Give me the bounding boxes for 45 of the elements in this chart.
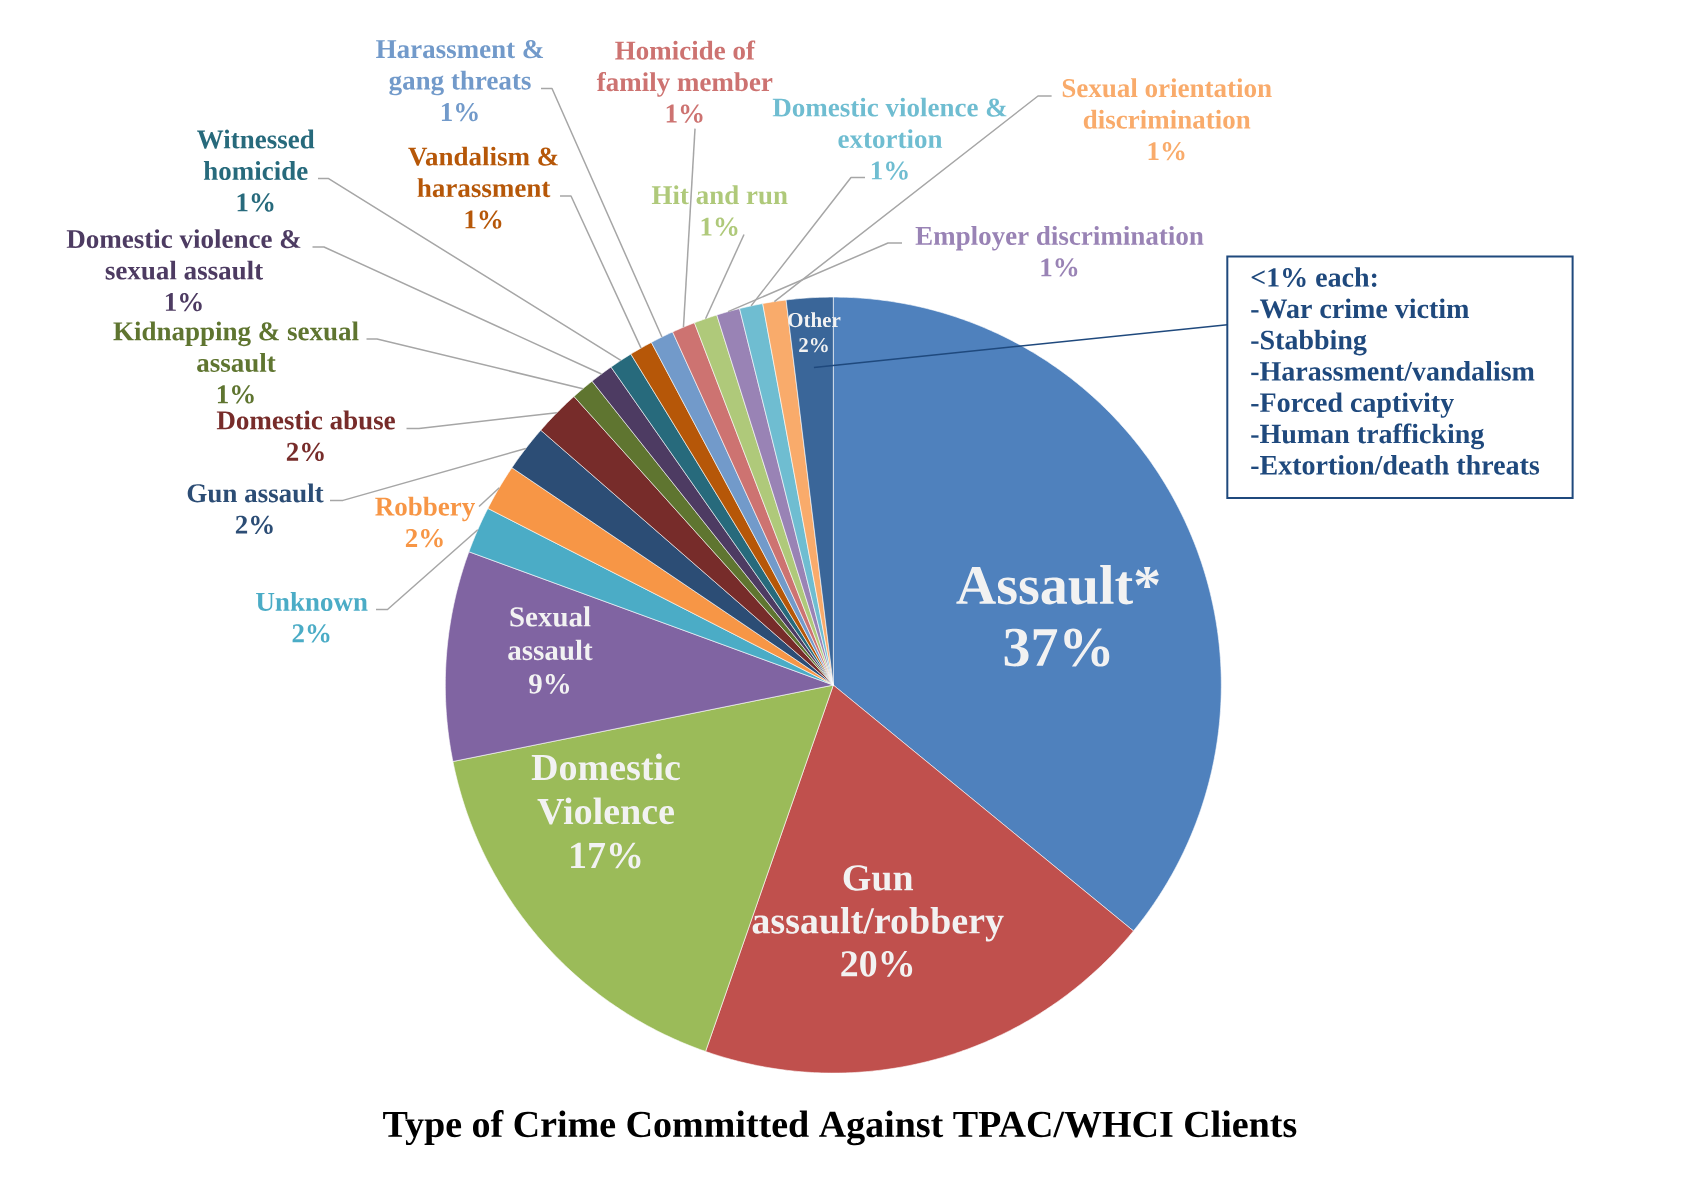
slice-label: Sexual orientation discrimination — [1062, 78, 1272, 129]
data-label: 20% — [841, 951, 913, 977]
data-label: 1% — [1041, 258, 1078, 277]
slice-label: Gun assault/robbery — [752, 865, 1004, 942]
slice-label: Harassment & gang threats — [376, 39, 544, 96]
data-label: 37% — [1004, 628, 1110, 667]
text: -Harassment/vandalism — [1251, 361, 1535, 381]
slice-label: Domestic abuse — [216, 410, 395, 430]
data-label: 1% — [871, 161, 908, 180]
slice-label: Domestic Violence — [531, 753, 680, 825]
data-label: 1% — [701, 217, 738, 236]
data-label: 9% — [529, 674, 570, 694]
slice-label: Unknown — [256, 591, 368, 611]
slice-label: Hit and run — [651, 185, 788, 205]
slice-label: Sexual assault — [508, 606, 593, 661]
slice-label: Assault* — [956, 564, 1159, 605]
text: <1% each: — [1251, 267, 1377, 288]
data-label: 2% — [235, 515, 273, 534]
data-label: 1% — [237, 193, 274, 212]
text: -Stabbing — [1251, 329, 1367, 356]
text: Type of Crime Committed Against TPAC/WHCI Clients — [383, 1110, 1297, 1146]
data-label: 2% — [292, 624, 330, 643]
data-label: 2% — [286, 442, 324, 462]
slice-label: Domestic violence & extortion — [772, 97, 1007, 149]
data-label: 1% — [1148, 142, 1185, 161]
text: -War crime victim — [1251, 298, 1469, 319]
slice-label: Homicide of family member — [596, 40, 773, 97]
data-label: 1% — [441, 102, 478, 122]
slice-label: Gun assault — [187, 483, 324, 503]
data-label: 1% — [217, 385, 254, 404]
text: -Human trafficking — [1251, 423, 1485, 450]
slice-label: Domestic violence & sexual assault — [66, 229, 301, 280]
slice-label: Employer discrimination — [915, 225, 1204, 251]
slice-label: Kidnapping & sexual assault — [113, 321, 359, 372]
data-label: 2% — [799, 337, 828, 353]
data-label: 17% — [571, 842, 641, 869]
data-label: 1% — [165, 292, 202, 312]
text: -Extortion/death threats — [1251, 454, 1540, 475]
slice-label: Witnessed homicide — [197, 129, 315, 181]
slice-label: Robbery — [375, 496, 475, 522]
text: -Forced captivity — [1251, 392, 1454, 418]
data-label: 2% — [405, 528, 443, 548]
data-label: 1% — [465, 210, 502, 229]
slice-label: Vandalism & harassment — [408, 146, 558, 198]
data-label: 1% — [666, 104, 703, 123]
